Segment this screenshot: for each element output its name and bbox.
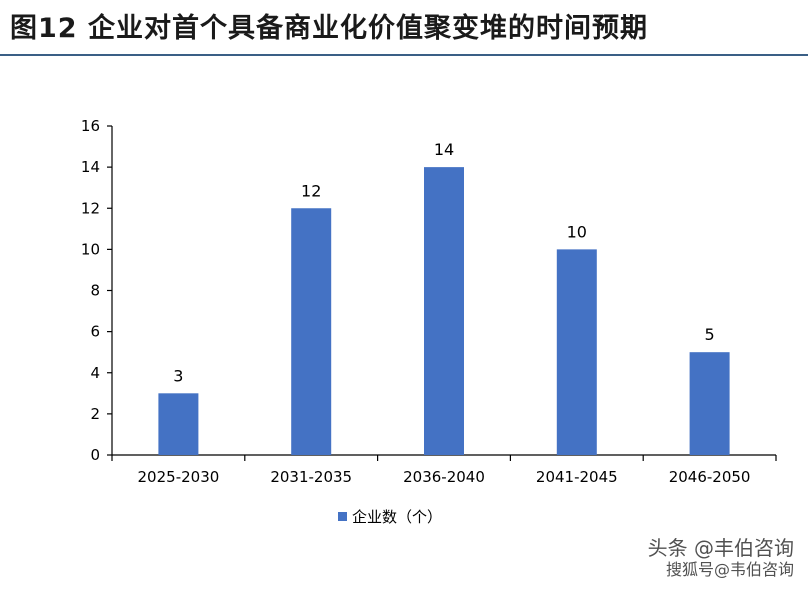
y-tick-label: 2 bbox=[90, 405, 100, 423]
bar bbox=[556, 249, 597, 455]
bar bbox=[158, 393, 199, 455]
legend-label: 企业数（个） bbox=[352, 508, 442, 526]
title-divider bbox=[0, 54, 808, 56]
y-axis: 0 2 4 6 8 10 12 14 16 bbox=[81, 117, 113, 464]
data-label: 5 bbox=[705, 325, 715, 344]
y-tick-label: 8 bbox=[90, 282, 100, 300]
bar bbox=[291, 208, 332, 455]
y-tick-label: 16 bbox=[81, 117, 100, 135]
data-label: 3 bbox=[173, 366, 183, 385]
watermark: 头条 @丰伯咨询 搜狐号@韦伯咨询 bbox=[648, 536, 794, 580]
y-tick-label: 14 bbox=[81, 158, 100, 176]
y-tick-label: 4 bbox=[90, 364, 100, 382]
x-axis: 2025-2030 2031-2035 2036-2040 2041-2045 2046… bbox=[111, 454, 777, 486]
page-title: 图12 企业对首个具备商业化价值聚变堆的时间预期 bbox=[10, 13, 648, 44]
legend-swatch bbox=[338, 512, 347, 521]
watermark-line-2: 搜狐号@韦伯咨询 bbox=[665, 560, 794, 579]
x-category-label: 2046-2050 bbox=[669, 468, 751, 486]
x-category-label: 2036-2040 bbox=[403, 468, 485, 486]
x-category-label: 2041-2045 bbox=[536, 468, 618, 486]
data-label: 12 bbox=[301, 181, 321, 200]
data-labels: 3 12 14 10 5 bbox=[173, 140, 714, 385]
y-tick-label: 10 bbox=[81, 240, 100, 258]
x-category-label: 2025-2030 bbox=[138, 468, 220, 486]
data-label: 14 bbox=[434, 140, 454, 159]
data-label: 10 bbox=[567, 222, 587, 241]
watermark-line-1: 头条 @丰伯咨询 bbox=[647, 536, 794, 560]
y-tick-label: 12 bbox=[81, 199, 100, 217]
x-category-label: 2031-2035 bbox=[270, 468, 352, 486]
bar-series bbox=[158, 167, 730, 455]
y-tick-label: 6 bbox=[90, 323, 100, 341]
bar-chart: 0 2 4 6 8 10 12 14 16 2025-2030 2031-2035 2036-204… bbox=[81, 117, 777, 526]
legend: 企业数（个） bbox=[338, 508, 442, 526]
bar bbox=[689, 352, 730, 455]
bar bbox=[424, 167, 464, 455]
y-tick-label: 0 bbox=[90, 446, 100, 464]
title-bar: 图12 企业对首个具备商业化价值聚变堆的时间预期 bbox=[0, 0, 808, 56]
